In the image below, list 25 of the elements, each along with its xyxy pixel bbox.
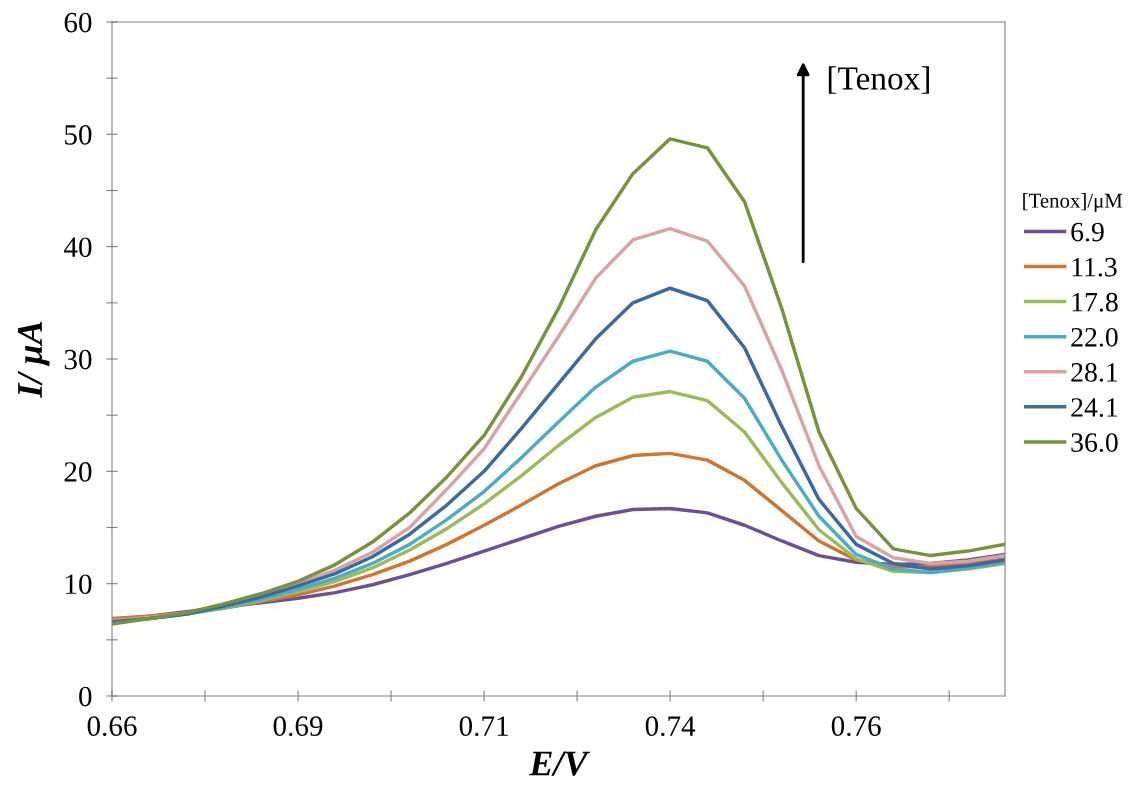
y-tick-label: 10 [65, 574, 92, 595]
x-axis-title: E/V [529, 751, 591, 776]
line-series [112, 286, 1005, 624]
legend-title: [Tenox]/μM [1023, 193, 1123, 212]
x-tick-label: 0.76 [831, 716, 881, 737]
y-tick-label: 50 [65, 125, 92, 145]
y-tick-label: 20 [64, 462, 92, 482]
y-tick-label: 30 [64, 349, 92, 370]
legend-label: 6.9 [1071, 222, 1104, 242]
y-tick-label: 60 [64, 12, 92, 33]
y-axis-title: I/ μA [17, 321, 50, 398]
legend-label: 28.1 [1071, 362, 1118, 382]
x-tick-label: 0.66 [87, 716, 137, 737]
legend-label: 24.1 [1071, 398, 1118, 417]
annotation: [Tenox] [828, 66, 929, 94]
x-tick-label: 0.74 [645, 716, 696, 737]
x-tick-label: 0.69 [273, 716, 323, 737]
legend-label: 22.0 [1071, 327, 1118, 347]
line-series [112, 137, 1005, 626]
y-tick-label: 40 [63, 237, 92, 258]
legend-label: 11.3 [1072, 257, 1117, 277]
legend-label: 17.8 [1072, 292, 1118, 312]
x-tick-label: 0.71 [459, 716, 508, 737]
legend-label: 36.0 [1071, 433, 1118, 453]
y-tick-label: 0 [79, 686, 92, 707]
